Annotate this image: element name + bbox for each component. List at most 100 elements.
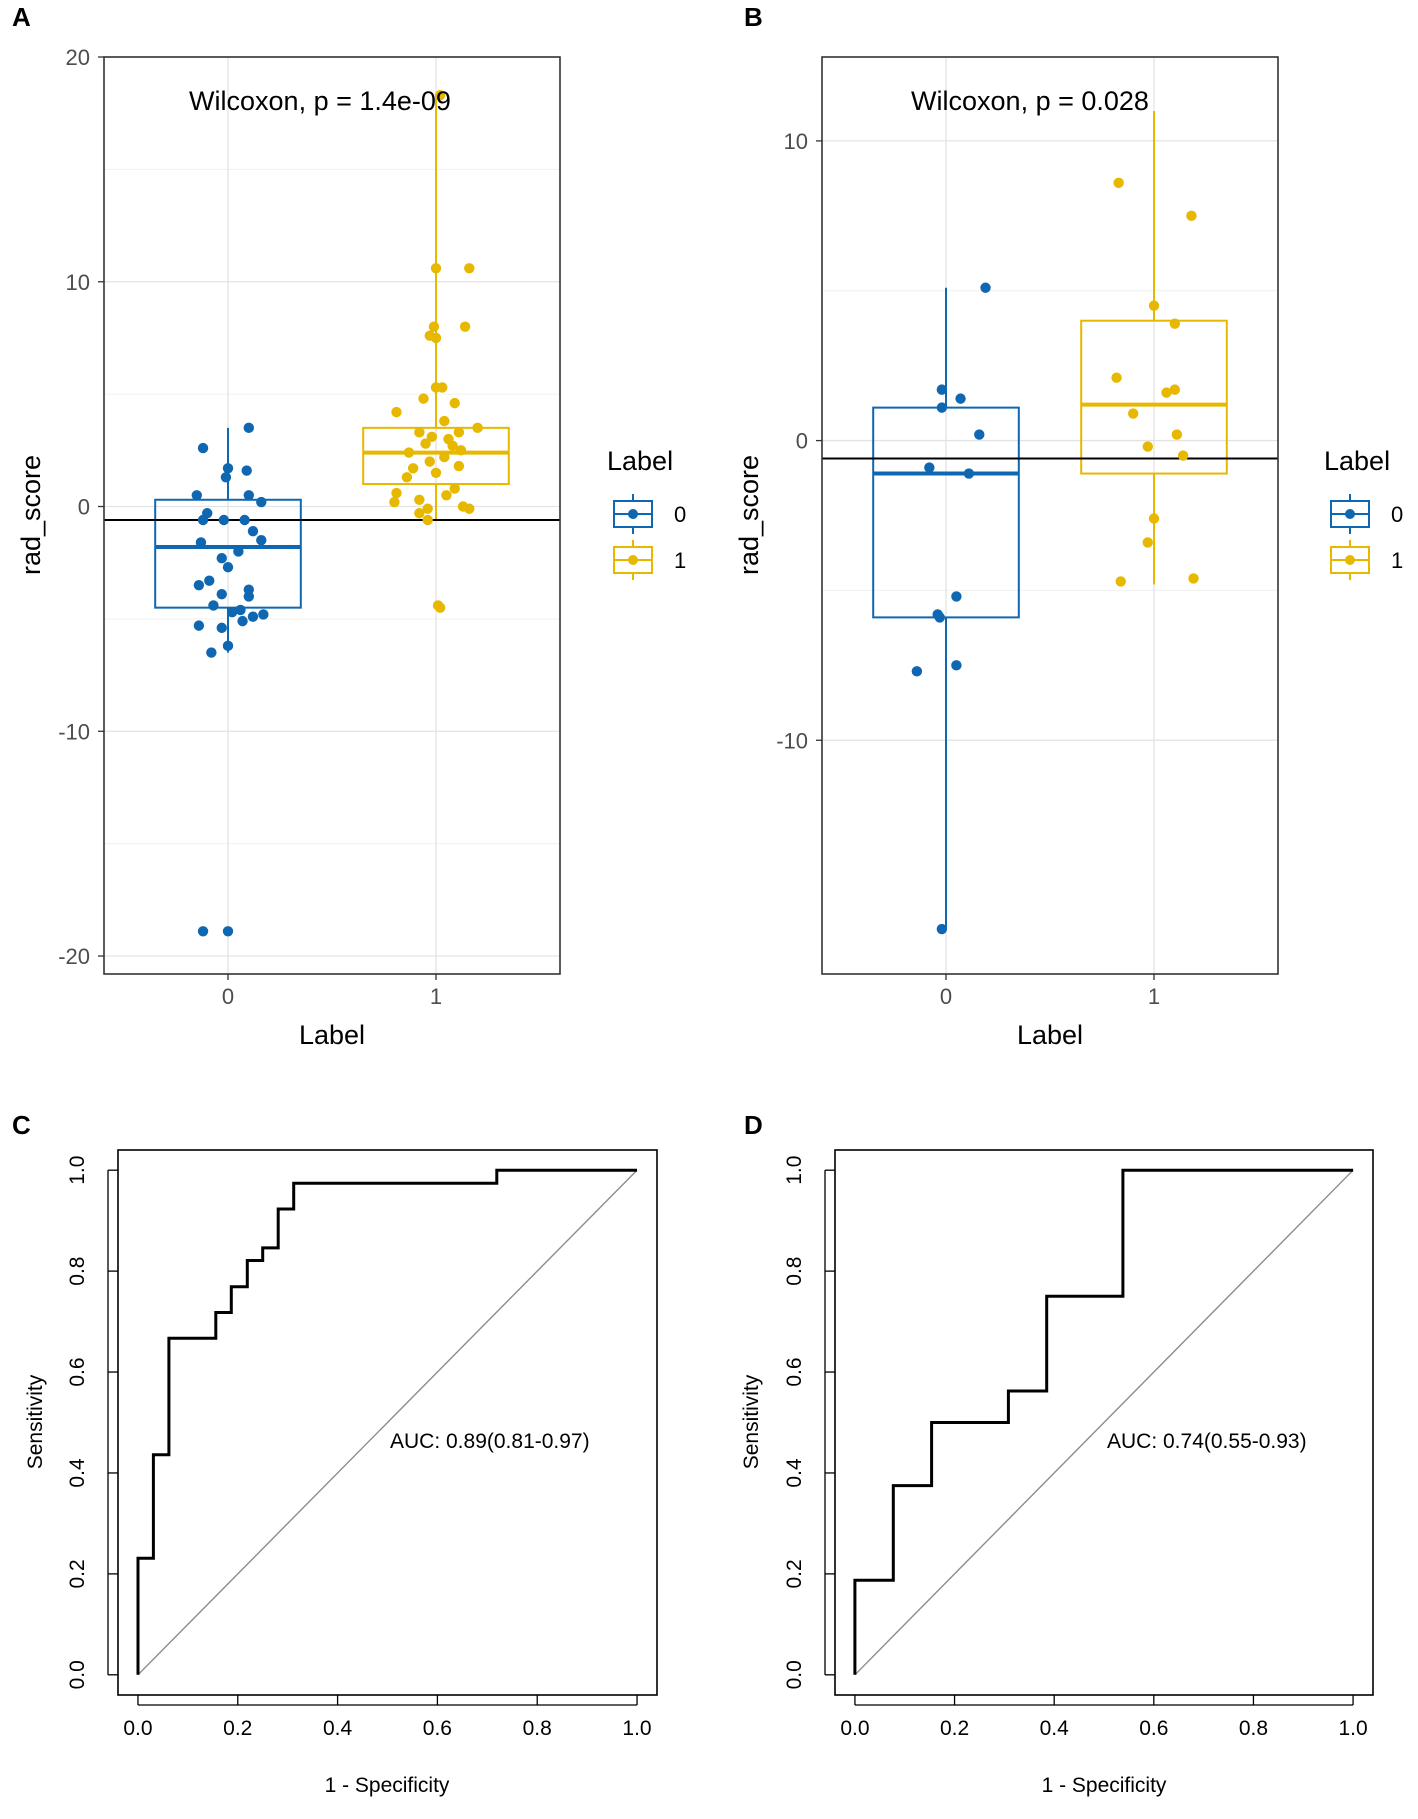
data-point-0 <box>256 496 267 508</box>
data-point-1 <box>1142 441 1153 452</box>
y-tick-label: 0.8 <box>66 1257 89 1286</box>
data-point-0 <box>197 442 209 454</box>
data-point-1 <box>434 602 446 613</box>
data-point-0 <box>951 660 962 671</box>
data-point-1 <box>472 422 483 434</box>
data-point-1 <box>1111 372 1122 383</box>
data-point-1 <box>1171 429 1183 440</box>
data-point-0 <box>974 429 985 440</box>
data-point-0 <box>226 606 238 618</box>
data-point-0 <box>936 384 948 395</box>
x-tick-label: 0.6 <box>423 1717 452 1740</box>
x-tick-label: 0 <box>940 984 952 1009</box>
plot-background <box>104 57 560 974</box>
data-point-1 <box>439 451 450 463</box>
y-tick-label: 10 <box>66 270 90 295</box>
data-point-1 <box>391 487 402 499</box>
x-tick-label: 0 <box>222 984 234 1009</box>
data-point-1 <box>459 321 471 332</box>
data-point-0 <box>239 514 250 526</box>
data-point-0 <box>936 923 948 935</box>
legend-key-1 <box>613 540 653 580</box>
data-point-1 <box>441 490 452 501</box>
data-point-1 <box>1148 513 1160 524</box>
data-point-1 <box>1128 408 1139 419</box>
data-point-0 <box>222 926 234 937</box>
auc-annotation: AUC: 0.89(0.81-0.97) <box>390 1430 590 1453</box>
data-point-0 <box>247 526 259 537</box>
data-point-0 <box>208 600 219 611</box>
x-tick-label: 1.0 <box>622 1717 651 1740</box>
data-point-0 <box>936 402 948 413</box>
data-point-0 <box>206 647 217 658</box>
x-tick-label: 1 <box>430 984 442 1009</box>
data-point-1 <box>401 472 413 483</box>
data-point-0 <box>258 609 269 620</box>
data-point-1 <box>1142 537 1153 548</box>
y-tick-label: 20 <box>66 45 90 70</box>
data-point-1 <box>414 494 425 505</box>
y-tick-label: 10 <box>784 129 808 154</box>
x-axis-title: Label <box>299 1020 365 1050</box>
x-tick-label: 0.4 <box>1040 1717 1070 1740</box>
y-axis-title: rad_score <box>16 455 46 575</box>
box-group-1 <box>1080 110 1228 585</box>
legend-key-point <box>1345 555 1355 565</box>
y-tick-label: -10 <box>58 719 90 744</box>
data-point-1 <box>414 508 425 519</box>
legend-label: 0 <box>674 502 686 527</box>
data-point-0 <box>963 468 975 479</box>
data-point-1 <box>455 445 467 456</box>
y-tick-label: 1.0 <box>783 1156 806 1185</box>
data-point-1 <box>449 483 460 494</box>
legend-label: 1 <box>674 548 686 573</box>
data-point-0 <box>222 463 234 474</box>
x-tick-label: 0.8 <box>1239 1717 1268 1740</box>
data-point-0 <box>197 514 209 526</box>
data-point-1 <box>422 503 433 514</box>
data-point-0 <box>193 620 205 631</box>
reference-diagonal <box>854 1169 1354 1676</box>
plot-frame <box>117 1149 658 1696</box>
y-tick-label: 0.4 <box>66 1458 89 1488</box>
data-point-0 <box>235 604 246 616</box>
box-iqr <box>362 426 510 486</box>
x-tick-label: 0.0 <box>840 1717 869 1740</box>
data-point-1 <box>418 393 429 404</box>
auc-annotation: AUC: 0.74(0.55-0.93) <box>1107 1430 1307 1453</box>
data-point-0 <box>220 472 232 483</box>
x-tick-label: 0.4 <box>323 1717 353 1740</box>
x-tick-label: 0.2 <box>223 1717 252 1740</box>
legend-label: 0 <box>1391 502 1403 527</box>
data-point-1 <box>391 406 402 418</box>
panel-letter: C <box>12 1110 31 1140</box>
legend-key-1 <box>1330 540 1370 580</box>
x-axis-title: 1 - Specificity <box>325 1774 450 1797</box>
data-point-0 <box>243 490 254 501</box>
data-point-1 <box>453 460 465 472</box>
data-point-0 <box>218 514 230 526</box>
y-tick-label: 0.6 <box>783 1357 806 1386</box>
y-tick-label: -10 <box>776 728 808 753</box>
data-point-0 <box>256 535 267 546</box>
wilcoxon-annotation: Wilcoxon, p = 0.028 <box>911 86 1149 116</box>
legend-key-point <box>628 555 638 565</box>
data-point-0 <box>216 553 227 564</box>
y-tick-label: 0.2 <box>66 1559 89 1588</box>
legend-key-point <box>628 509 638 519</box>
data-point-1 <box>389 496 400 508</box>
roc-curve <box>853 1168 1354 1675</box>
data-point-1 <box>403 447 415 458</box>
y-tick-label: 0 <box>78 495 90 520</box>
data-point-0 <box>216 622 227 634</box>
data-point-1 <box>414 427 425 438</box>
data-point-1 <box>453 427 465 438</box>
plot-frame <box>103 56 561 975</box>
data-point-1 <box>1161 387 1172 398</box>
data-point-1 <box>1186 210 1197 222</box>
y-axis-title: Sensitivity <box>740 1374 763 1469</box>
data-point-1 <box>1169 318 1181 329</box>
data-point-1 <box>1188 573 1199 584</box>
data-point-1 <box>430 382 442 393</box>
data-point-1 <box>447 440 458 452</box>
